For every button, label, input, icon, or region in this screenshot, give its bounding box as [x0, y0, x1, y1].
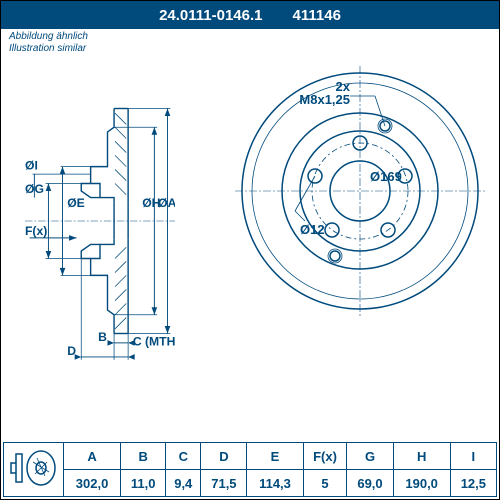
part-code: 411146 [293, 7, 341, 24]
val-C: 9,4 [166, 470, 201, 497]
label-diam: Ø169 [370, 169, 402, 184]
col-D: D [201, 443, 247, 470]
label-A: ØA [158, 196, 175, 210]
front-view-drawing: 2x M8x1,25 Ø169 Ø12 [235, 66, 485, 316]
val-A: 302,0 [64, 470, 121, 497]
col-A: A [64, 443, 121, 470]
col-I: I [450, 443, 496, 470]
col-C: C [166, 443, 201, 470]
part-number: 24.0111-0146.1 [159, 7, 262, 24]
label-I: ØI [25, 158, 38, 172]
drawing-area: ØI ØG ØE ØH ØA F(x) B C (MTH) D [5, 56, 495, 391]
disc-icon [9, 448, 59, 488]
col-B: B [121, 443, 166, 470]
val-G: 69,0 [347, 470, 393, 497]
col-F: F(x) [303, 443, 347, 470]
col-H: H [393, 443, 450, 470]
val-I: 12,5 [450, 470, 496, 497]
val-D: 71,5 [201, 470, 247, 497]
subtitle-de: Abbildung ähnlich [9, 31, 88, 43]
val-F: 5 [303, 470, 347, 497]
subtitle-en: Illustration similar [9, 43, 88, 55]
disc-icon-cell [4, 443, 64, 497]
table-value-row: 302,0 11,0 9,4 71,5 114,3 5 69,0 190,0 1… [4, 470, 497, 497]
header-bar: 24.0111-0146.1 411146 [1, 1, 499, 29]
val-E: 114,3 [247, 470, 303, 497]
subtitle: Abbildung ähnlich Illustration similar [9, 31, 88, 55]
label-thread: M8x1,25 [299, 92, 350, 107]
side-view-drawing: ØI ØG ØE ØH ØA F(x) B C (MTH) D [25, 76, 175, 366]
label-G: ØG [25, 182, 44, 196]
col-E: E [247, 443, 303, 470]
label-hole: Ø12 [300, 222, 325, 237]
label-B: B [98, 330, 107, 344]
label-E: ØE [67, 196, 85, 210]
spec-table: A B C D E F(x) G H I 302,0 11,0 9,4 71,5… [3, 442, 497, 497]
label-F: F(x) [25, 224, 47, 238]
diagram-container: 24.0111-0146.1 411146 Abbildung ähnlich … [0, 0, 500, 500]
val-B: 11,0 [121, 470, 166, 497]
col-G: G [347, 443, 393, 470]
val-H: 190,0 [393, 470, 450, 497]
table-header-row: A B C D E F(x) G H I [4, 443, 497, 470]
label-C: C (MTH) [133, 335, 175, 349]
label-D: D [67, 344, 76, 358]
